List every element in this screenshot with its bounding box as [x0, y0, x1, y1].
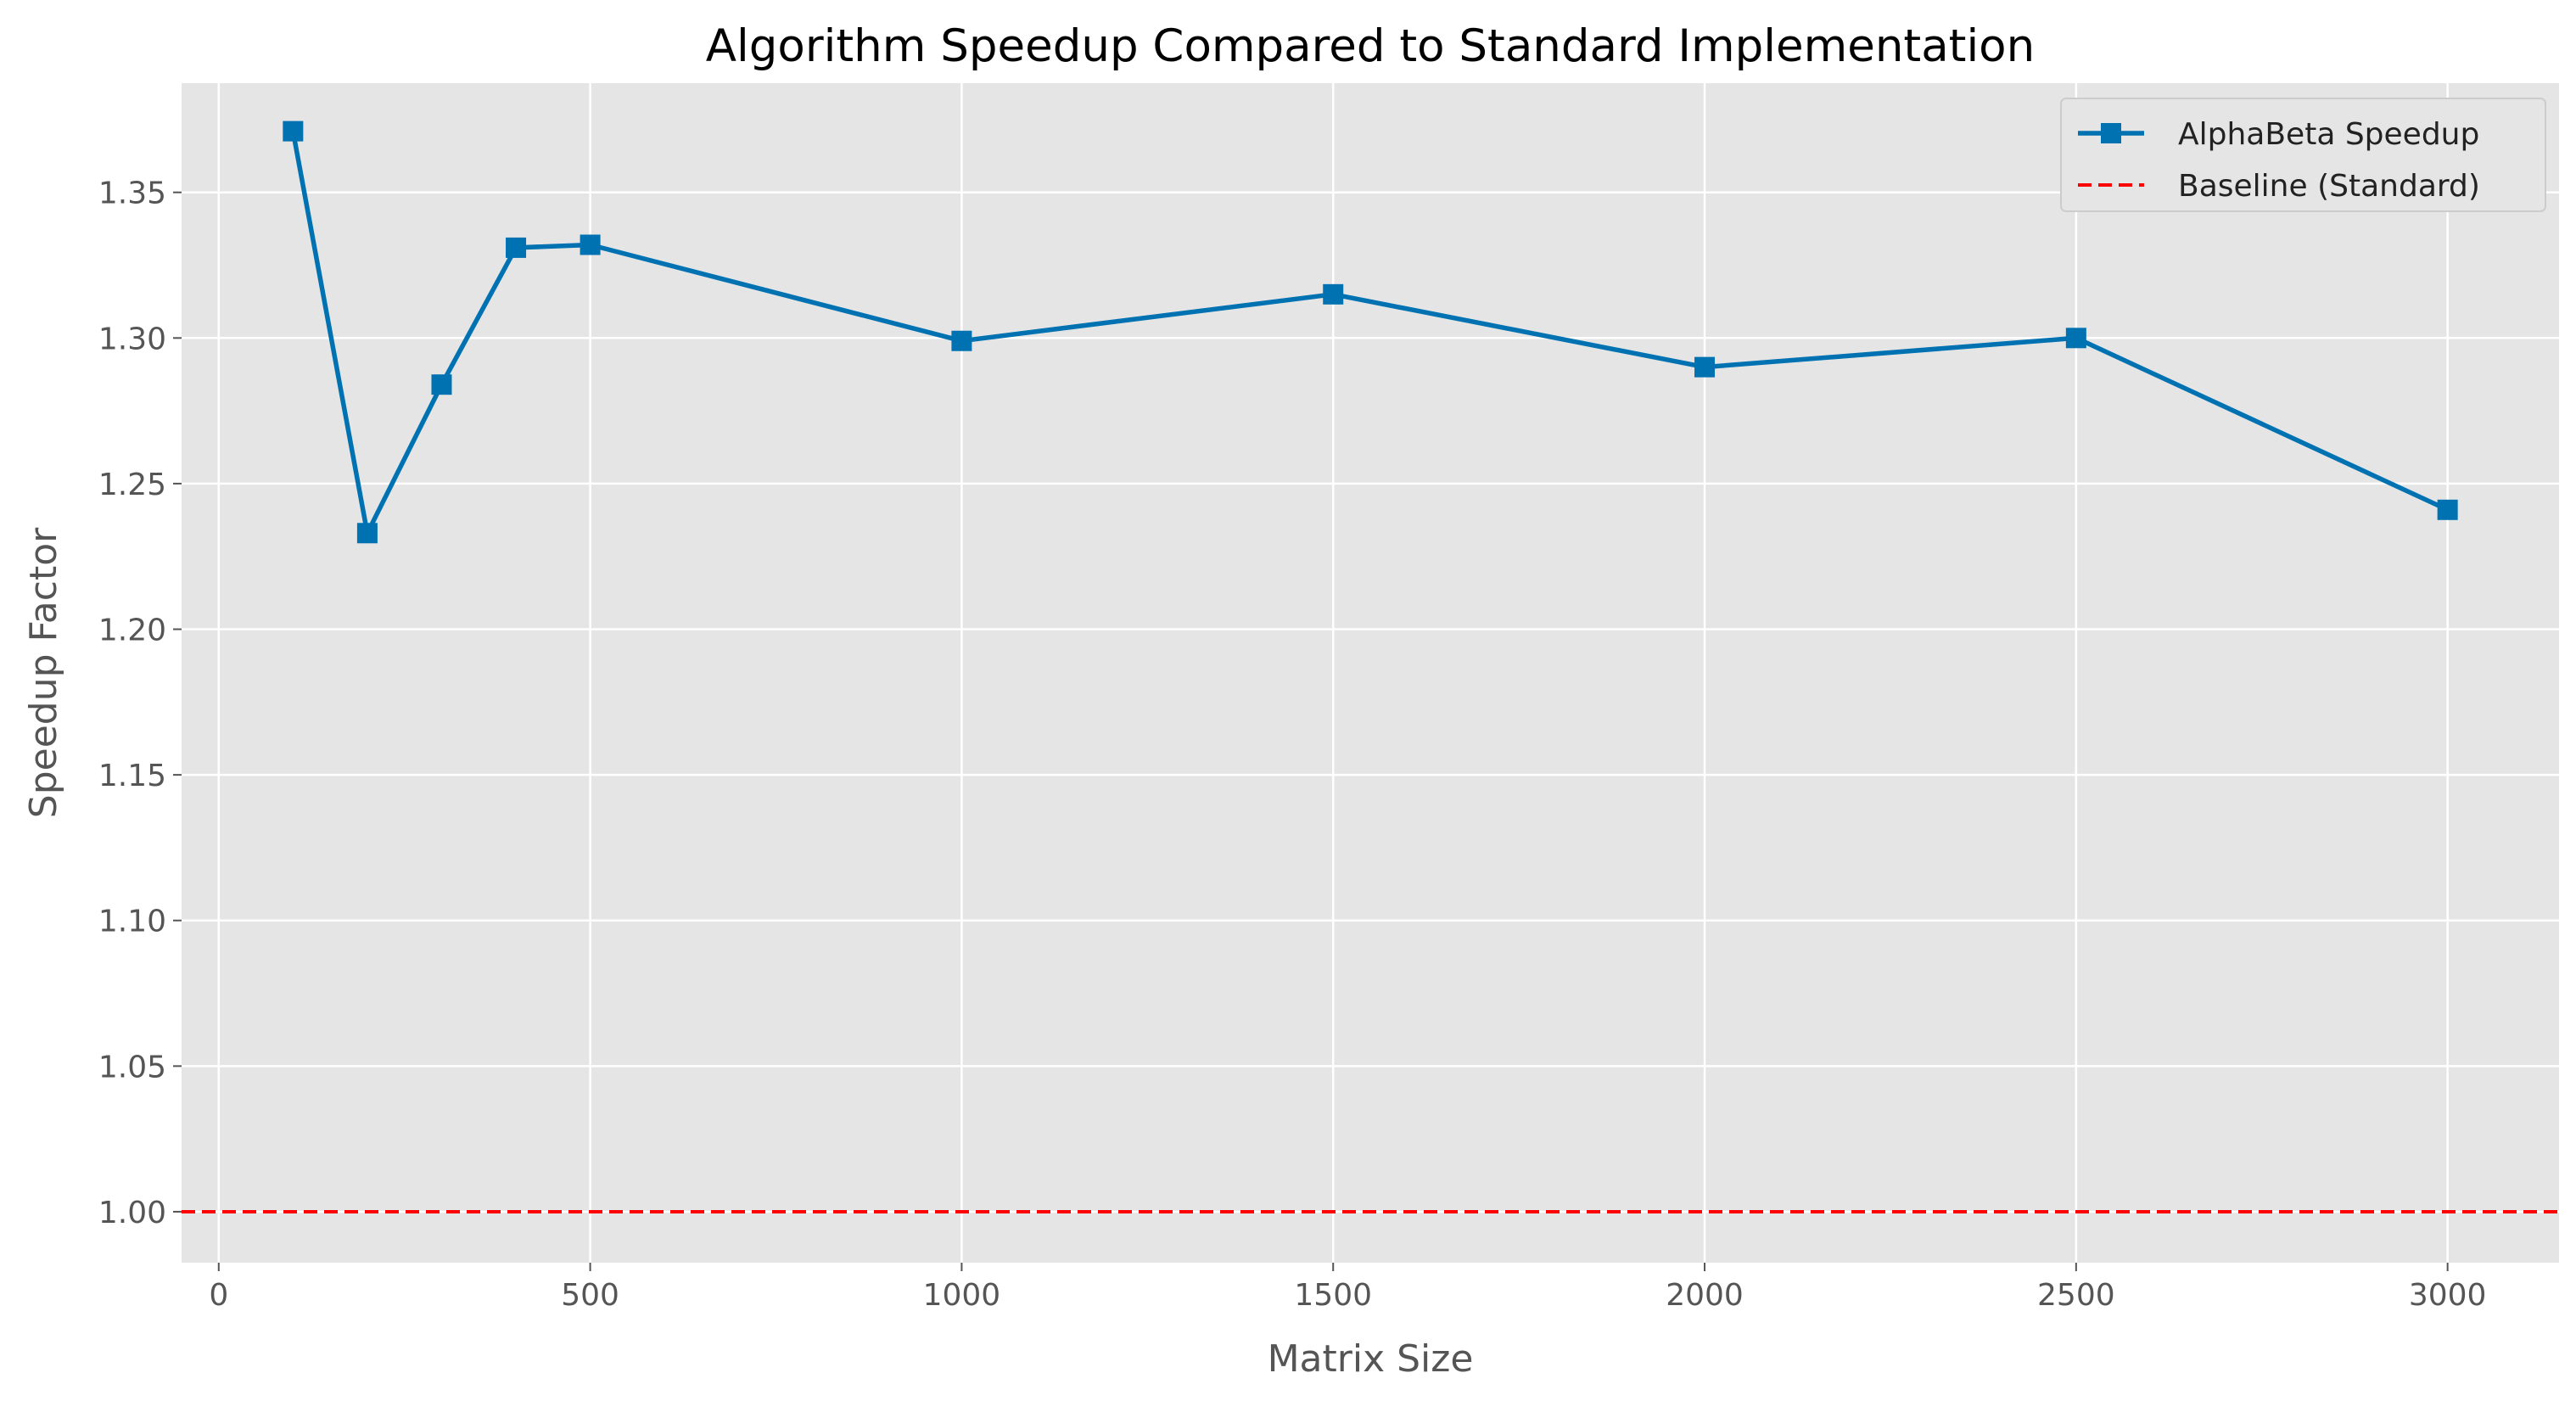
series-lines: [290, 131, 2449, 536]
y-tick-label: 1.30: [98, 322, 166, 356]
y-tick-label: 1.25: [98, 468, 166, 502]
legend: AlphaBeta Speedup Baseline (Standard): [2060, 98, 2546, 212]
legend-box: [2060, 98, 2546, 212]
plot-area: [182, 83, 2559, 1263]
x-axis-label: Matrix Size: [1268, 1337, 1474, 1381]
data-point: [951, 330, 972, 351]
grid-lines: [182, 83, 2559, 1263]
x-tick-label: 1000: [923, 1278, 1001, 1313]
x-tick-label: 2000: [1666, 1278, 1744, 1313]
legend-marker-alphabeta: [2101, 123, 2121, 143]
data-point: [356, 523, 378, 544]
y-tick-label: 1.15: [98, 759, 166, 793]
y-tick-label: 1.00: [98, 1196, 166, 1230]
x-tick-label: 2500: [2037, 1278, 2115, 1313]
series-line: [290, 131, 2449, 536]
data-point: [431, 374, 452, 395]
data-point: [1694, 356, 1716, 378]
y-tick-label: 1.35: [98, 177, 166, 211]
data-point: [283, 120, 304, 142]
x-tick-label: 1500: [1294, 1278, 1372, 1313]
y-tick-label: 1.05: [98, 1050, 166, 1084]
x-tick-label: 0: [209, 1278, 228, 1313]
data-point: [2065, 328, 2086, 349]
y-axis-label: Speedup Factor: [22, 527, 65, 818]
data-point: [1323, 283, 1344, 305]
x-tick-label: 3000: [2409, 1278, 2487, 1313]
legend-label-alphabeta: AlphaBeta Speedup: [2178, 117, 2479, 152]
y-axis-ticks: 1.00 1.05 1.10 1.15 1.20 1.25 1.30 1.35: [98, 177, 182, 1230]
legend-label-baseline: Baseline (Standard): [2178, 169, 2480, 204]
y-tick-label: 1.20: [98, 614, 166, 648]
series-markers: [283, 120, 2458, 544]
data-point: [506, 237, 527, 258]
data-point: [580, 234, 601, 255]
x-axis-ticks: 0 500 1000 1500 2000 2500 3000: [209, 1263, 2486, 1313]
x-tick-label: 500: [561, 1278, 619, 1313]
y-tick-label: 1.10: [98, 905, 166, 939]
data-point: [2437, 499, 2458, 520]
chart-title: Algorithm Speedup Compared to Standard I…: [706, 20, 2035, 72]
